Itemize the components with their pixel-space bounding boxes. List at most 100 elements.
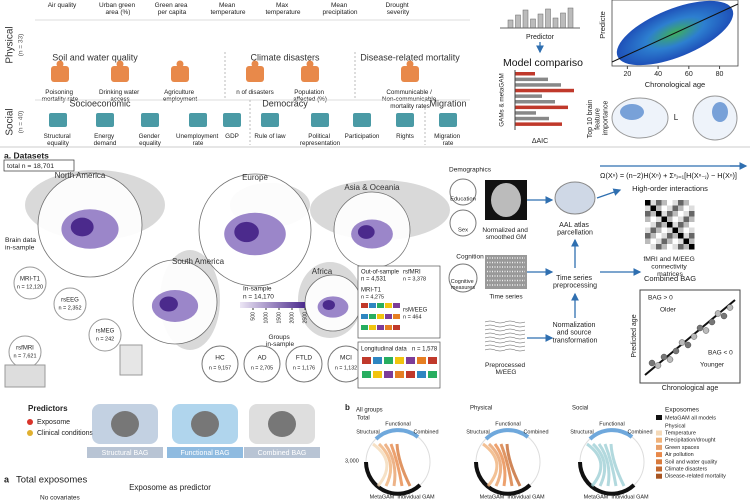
label-line: in-sample (5, 244, 35, 251)
box (567, 7, 574, 29)
label: Mean temperature (210, 2, 245, 16)
region-map (159, 296, 178, 312)
label: Rule of law (254, 133, 286, 140)
label: Combined (413, 429, 438, 435)
label-line: affected (%) (293, 96, 327, 103)
label: Predictor (526, 34, 555, 41)
legend-swatch (656, 466, 662, 472)
matrix-cell (661, 211, 667, 217)
exposure-icon (406, 60, 414, 68)
label: L (674, 113, 679, 122)
label-line: transformation (553, 337, 598, 344)
x-tick-label: 80 (716, 71, 724, 78)
label-line: Rights (396, 133, 414, 140)
matrix-cell (661, 238, 667, 244)
label: n = 2,352 (58, 305, 81, 311)
matrix-cell (661, 200, 667, 206)
label-line: Green area (155, 2, 190, 9)
exposure-icon (261, 113, 279, 127)
label: Normalization and source transformation (553, 322, 598, 344)
label: b (345, 403, 350, 412)
scale-tick-label: 1000 (263, 312, 269, 324)
region-map (357, 225, 375, 239)
exposure-icon (439, 113, 457, 127)
flag (377, 325, 384, 330)
label: Structural (570, 429, 594, 435)
label-line: Non-communicable (382, 96, 438, 103)
scale-tick-label: 2000 (289, 312, 295, 324)
chord-ribbon (586, 442, 603, 487)
box (507, 19, 514, 29)
label: Functional (495, 421, 520, 427)
bag-label-box (244, 447, 320, 458)
total-box (3, 159, 75, 172)
label: Cognitive measures (451, 279, 476, 291)
brain-region (712, 102, 728, 122)
matrix-cell (678, 205, 684, 211)
matrix-cell (689, 238, 695, 244)
matrix-cell (650, 238, 656, 244)
label: Demographics (449, 167, 492, 174)
bag-point (654, 362, 662, 369)
label-line: parcellation (557, 230, 593, 237)
label: Preprocessed M/EEG (485, 362, 527, 376)
label: n = 2,705 (251, 365, 273, 371)
label: Education (450, 197, 476, 203)
label-line: fMRI and M/EEG (643, 256, 696, 263)
matrix-cell (661, 222, 667, 228)
label-line: temperature (210, 9, 245, 16)
label: Climate disasters (665, 466, 707, 472)
chord-ribbon (487, 442, 503, 487)
label: Sex (458, 228, 468, 234)
label-line: Energy (94, 133, 116, 140)
matrix-cell (661, 227, 667, 233)
chord-ribbon (499, 443, 514, 487)
label-line: Gender (139, 133, 162, 140)
label: Drought severity (386, 2, 411, 16)
modality-circle (88, 318, 122, 352)
label-line: preprocessing (553, 283, 597, 290)
legend-swatch (656, 459, 662, 465)
flag (384, 371, 393, 378)
exposure-icon (111, 66, 129, 82)
exposure-icon (141, 113, 159, 127)
matrix-cell (667, 200, 673, 206)
bag-point (708, 318, 716, 326)
matrix-cell (672, 216, 678, 222)
chord-ribbon (493, 443, 507, 487)
matrix-cell (645, 244, 651, 250)
matrix-cell (672, 227, 678, 233)
meeg-trace (484, 348, 526, 352)
label: a. Datasets (4, 150, 49, 160)
label: Exposome as predictor (129, 483, 211, 492)
matrix-cell (667, 211, 673, 217)
matrix-cell (656, 233, 662, 239)
label: Air pollution (665, 452, 694, 458)
legend-dot (27, 430, 33, 436)
flag (369, 325, 376, 330)
group-circle (243, 345, 281, 383)
exposure-icon (49, 113, 67, 127)
label: Physical (470, 406, 492, 412)
chord-arc (374, 428, 420, 441)
matrix-cell (645, 227, 651, 233)
matrix-cell (678, 233, 684, 239)
matrix-cell (667, 244, 673, 250)
matrix-cell (683, 233, 689, 239)
arrow (596, 188, 622, 199)
flag (393, 314, 400, 319)
label: Younger (700, 362, 725, 369)
label: Time series preprocessing (553, 275, 597, 290)
flag (369, 303, 376, 308)
label: n = 464 (403, 314, 422, 320)
label-line: measures (451, 286, 475, 292)
label: Mean precipitation (322, 2, 357, 16)
label-line: Communicable / (386, 89, 433, 96)
matrix-cell (656, 227, 662, 233)
flag (393, 303, 400, 308)
bag-point (672, 347, 680, 355)
label-line: Normalized and (482, 227, 529, 234)
label: Disease-related mortality (665, 474, 726, 480)
label-line: GDP (225, 133, 239, 140)
